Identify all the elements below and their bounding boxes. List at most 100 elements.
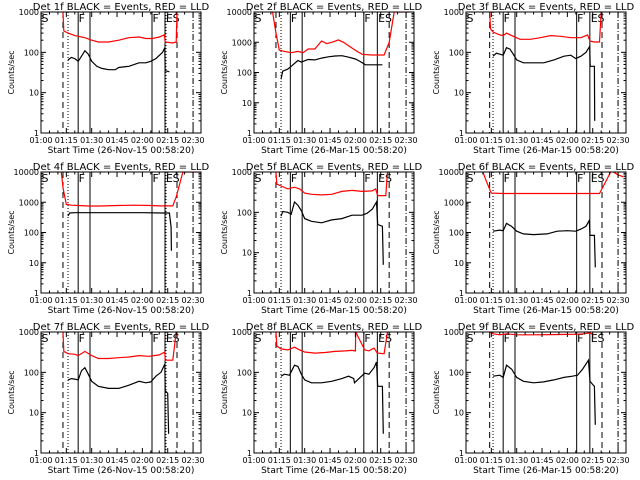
marker-label-e: E [166,12,173,25]
y-axis-label: Counts/sec [432,50,441,94]
panel-title: Det 7f BLACK = Events, RED = LLD [33,322,210,333]
y-tick-label: 10000 [439,168,464,177]
panel-title: Det 6f BLACK = Events, RED = LLD [458,162,635,173]
x-axis-label: Start Time (26-Nov-15 00:58:20) [48,466,195,476]
marker-label-f: F [153,332,159,345]
y-tick-label: 1 [459,129,464,138]
marker-label-s: S [385,332,392,345]
y-tick-label: 10 [242,99,252,108]
marker-label-s: S [173,172,180,185]
plot-frame [465,331,627,454]
x-tick-label: 02:15 [369,296,392,305]
y-tick-label: 1 [459,449,464,458]
x-tick-label: 02:30 [395,456,418,465]
marker-label-s: S [467,172,474,185]
y-tick-label: 10 [29,409,39,418]
series-events [492,358,596,425]
x-tick-label: 02:30 [607,296,630,305]
x-tick-label: 01:30 [505,296,528,305]
x-tick-label: 02:15 [369,136,392,145]
x-tick-label: 01:00 [29,456,52,465]
marker-label-s: S [255,12,262,25]
y-tick-label: 1000 [232,328,252,337]
x-tick-label: 01:00 [29,296,52,305]
marker-label-f: F [153,172,159,185]
x-tick-label: 01:45 [105,456,128,465]
x-axis-label: Start Time (26-Mar-15 00:58:20) [473,146,619,156]
marker-label-f: F [291,172,297,185]
marker-label-f: F [504,332,510,345]
y-tick-label: 10000 [227,8,252,17]
marker-label-f: F [364,332,370,345]
x-tick-label: 01:30 [293,296,316,305]
x-tick-label: 02:30 [395,296,418,305]
y-tick-label: 1000 [19,328,39,337]
x-tick-label: 01:00 [454,136,477,145]
marker-label-s: S [597,332,604,345]
x-tick-label: 02:00 [131,296,154,305]
x-tick-label: 01:15 [268,136,291,145]
x-tick-label: 02:30 [395,136,418,145]
x-axis-label: Start Time (26-Mar-15 00:58:20) [261,466,407,476]
x-axis-label: Start Time (26-Mar-15 00:58:20) [473,466,619,476]
series-lld [60,172,200,207]
x-tick-label: 01:00 [242,136,265,145]
marker-label-e: E [591,12,598,25]
panel-title: Det 8f BLACK = Events, RED = LLD [246,322,423,333]
y-tick-label: 1000 [444,328,464,337]
y-tick-label: 1 [247,289,252,298]
x-tick-label: 01:45 [105,296,128,305]
y-tick-label: 10 [29,259,39,268]
x-axis-label: Start Time (26-Mar-15 00:58:20) [473,306,619,316]
panel-title: Det 5f BLACK = Events, RED = LLD [246,162,423,173]
marker-label-e: E [378,332,385,345]
x-tick-label: 02:00 [131,136,154,145]
x-tick-label: 02:00 [344,456,367,465]
x-tick-label: 02:15 [156,296,179,305]
marker-label-s: S [255,172,262,185]
x-tick-label: 02:30 [607,136,630,145]
x-tick-label: 01:45 [318,296,341,305]
y-axis-label: Counts/sec [220,50,229,94]
marker-label-e: E [591,332,598,345]
x-tick-label: 02:30 [182,296,205,305]
y-axis-label: Counts/sec [220,210,229,254]
x-tick-label: 01:00 [454,456,477,465]
x-tick-label: 02:30 [182,136,205,145]
y-axis-label: Counts/sec [7,210,16,254]
series-lld [275,172,389,197]
x-tick-label: 02:00 [556,456,579,465]
y-tick-label: 1 [247,449,252,458]
y-tick-label: 1 [459,289,464,298]
series-events [67,47,170,73]
x-tick-label: 02:15 [156,456,179,465]
y-tick-label: 100 [237,208,252,217]
plot-frame [253,11,415,134]
marker-label-e: E [166,332,173,345]
y-tick-label: 10 [454,409,464,418]
marker-label-f: F [577,332,583,345]
x-tick-label: 02:15 [581,456,604,465]
y-axis-label: Counts/sec [432,370,441,414]
y-tick-label: 100 [237,69,252,78]
marker-label-s: S [467,12,474,25]
marker-label-f: F [291,12,297,25]
y-tick-label: 10 [242,409,252,418]
x-tick-label: 01:00 [29,136,52,145]
y-tick-label: 100 [237,368,252,377]
y-tick-label: 100 [449,368,464,377]
x-tick-label: 01:45 [530,296,553,305]
marker-label-f: F [79,12,85,25]
x-tick-label: 01:30 [293,136,316,145]
y-tick-label: 1 [247,129,252,138]
y-tick-label: 100 [24,229,39,238]
y-tick-label: 1000 [19,8,39,17]
marker-label-f: F [364,12,370,25]
plot-frame [253,331,415,454]
x-tick-label: 01:45 [530,456,553,465]
